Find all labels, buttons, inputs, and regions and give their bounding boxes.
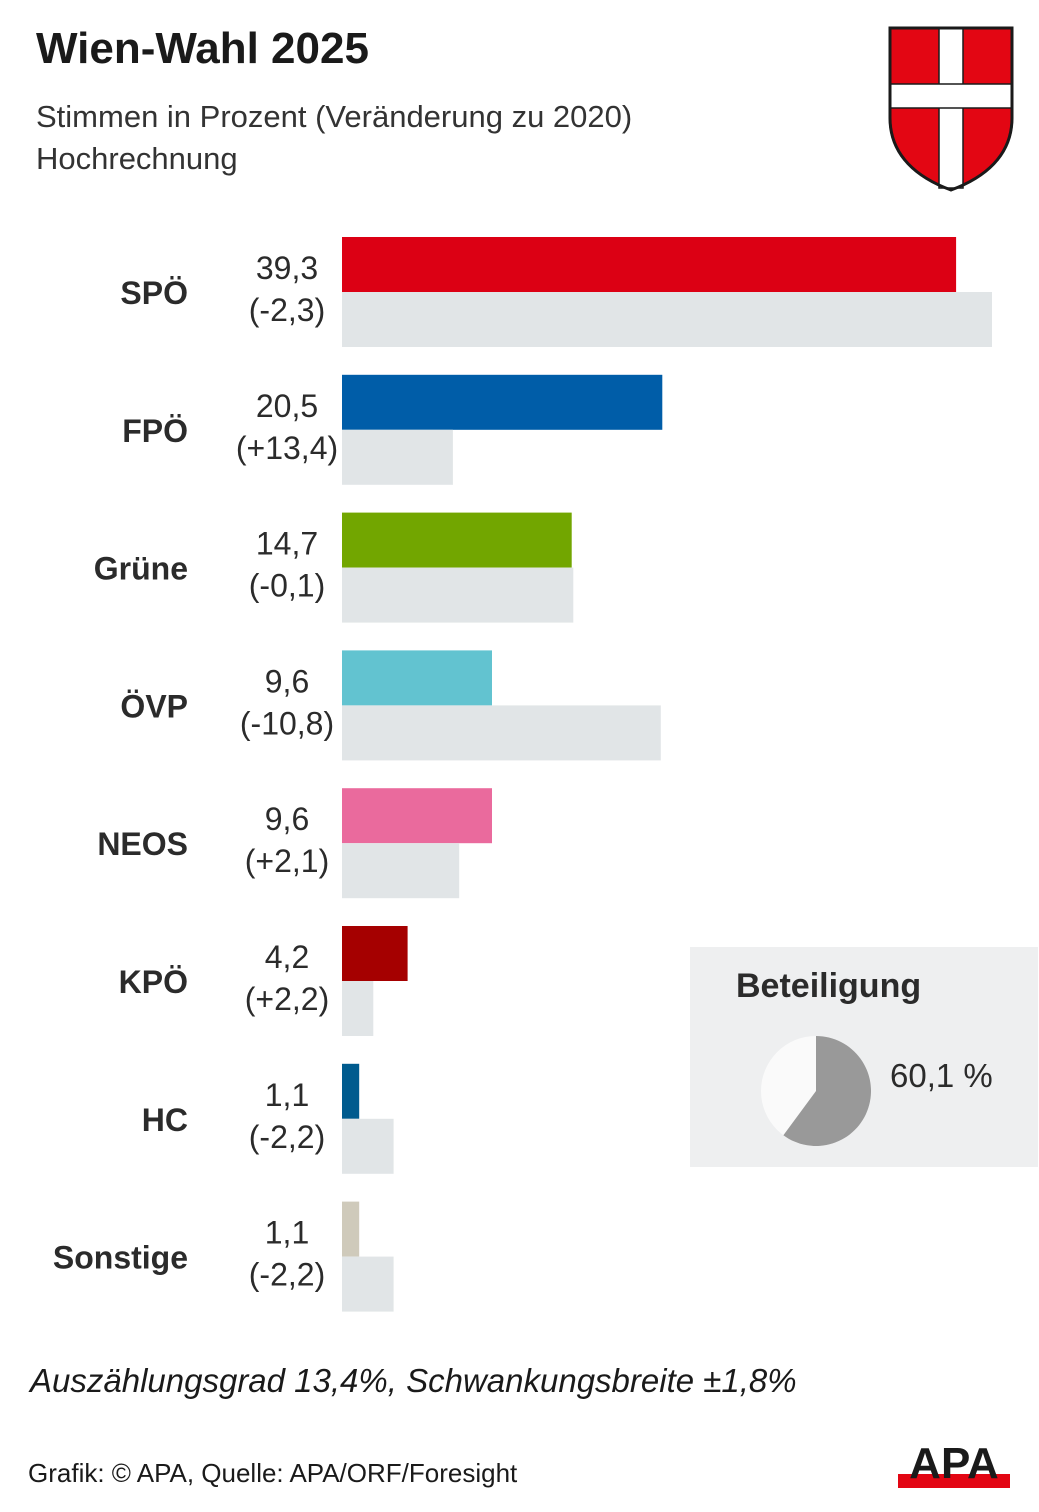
change-label: (-0,1) (249, 568, 325, 604)
chart-subtitle: Stimmen in Prozent (Veränderung zu 2020)… (36, 96, 632, 180)
turnout-value: 60,1 % (890, 1057, 993, 1094)
category-label: SPÖ (120, 275, 188, 311)
category-label: FPÖ (122, 413, 188, 449)
subtitle-line-2: Hochrechnung (36, 141, 238, 176)
vienna-coat-of-arms-icon (888, 26, 1014, 192)
apa-logo: APA (898, 1439, 1010, 1488)
change-label: (+13,4) (236, 430, 338, 466)
bar-2025 (342, 788, 492, 844)
change-label: (+2,1) (245, 843, 329, 879)
turnout-pie-chart (761, 1036, 871, 1146)
category-label: Grüne (94, 551, 188, 587)
change-label: (-2,3) (249, 292, 325, 328)
value-label: 9,6 (265, 663, 309, 699)
bar-2025 (342, 926, 408, 981)
category-label: KPÖ (119, 964, 188, 1000)
bar-2020 (342, 567, 574, 623)
svg-text:APA: APA (909, 1439, 999, 1488)
bar-2020 (342, 981, 374, 1036)
bar-2020 (342, 705, 661, 761)
bar-2020 (342, 843, 460, 899)
subtitle-line-1: Stimmen in Prozent (Veränderung zu 2020) (36, 99, 633, 134)
value-label: 1,1 (265, 1077, 309, 1113)
bar-2020 (342, 1118, 394, 1174)
change-label: (-10,8) (240, 705, 334, 741)
change-label: (+2,2) (245, 981, 329, 1017)
bar-2025 (342, 650, 492, 706)
category-label: NEOS (97, 826, 188, 862)
value-label: 20,5 (256, 388, 318, 424)
footnote: Auszählungsgrad 13,4%, Schwankungsbreite… (30, 1362, 797, 1399)
category-label: ÖVP (120, 688, 188, 724)
chart-title: Wien-Wahl 2025 (36, 24, 369, 73)
value-label: 39,3 (256, 250, 318, 286)
bar-2020 (342, 292, 992, 347)
change-label: (-2,2) (249, 1119, 325, 1155)
bar-2025 (342, 1201, 360, 1257)
value-label: 9,6 (265, 801, 309, 837)
turnout-pie-slice (783, 1036, 871, 1146)
bar-2025 (342, 237, 957, 292)
value-label: 1,1 (265, 1215, 309, 1251)
bar-2025 (342, 374, 663, 430)
bar-2020 (342, 429, 453, 485)
bar-2025 (342, 1063, 360, 1119)
turnout-title: Beteiligung (736, 967, 922, 1005)
change-label: (-2,2) (249, 1257, 325, 1293)
category-label: HC (142, 1102, 188, 1138)
category-label: Sonstige (53, 1240, 188, 1276)
turnout-panel: Beteiligung 60,1 % (690, 947, 1038, 1167)
bar-2025 (342, 512, 572, 568)
value-label: 4,2 (265, 939, 309, 975)
bar-chart: SPÖ 39,3 (-2,3) FPÖ 20,5 (+13,4) Grüne 14,7 (-0,… (53, 237, 992, 1312)
bar-2020 (342, 1256, 394, 1312)
source-credit: Grafik: © APA, Quelle: APA/ORF/Foresight (28, 1458, 518, 1488)
value-label: 14,7 (256, 526, 318, 562)
